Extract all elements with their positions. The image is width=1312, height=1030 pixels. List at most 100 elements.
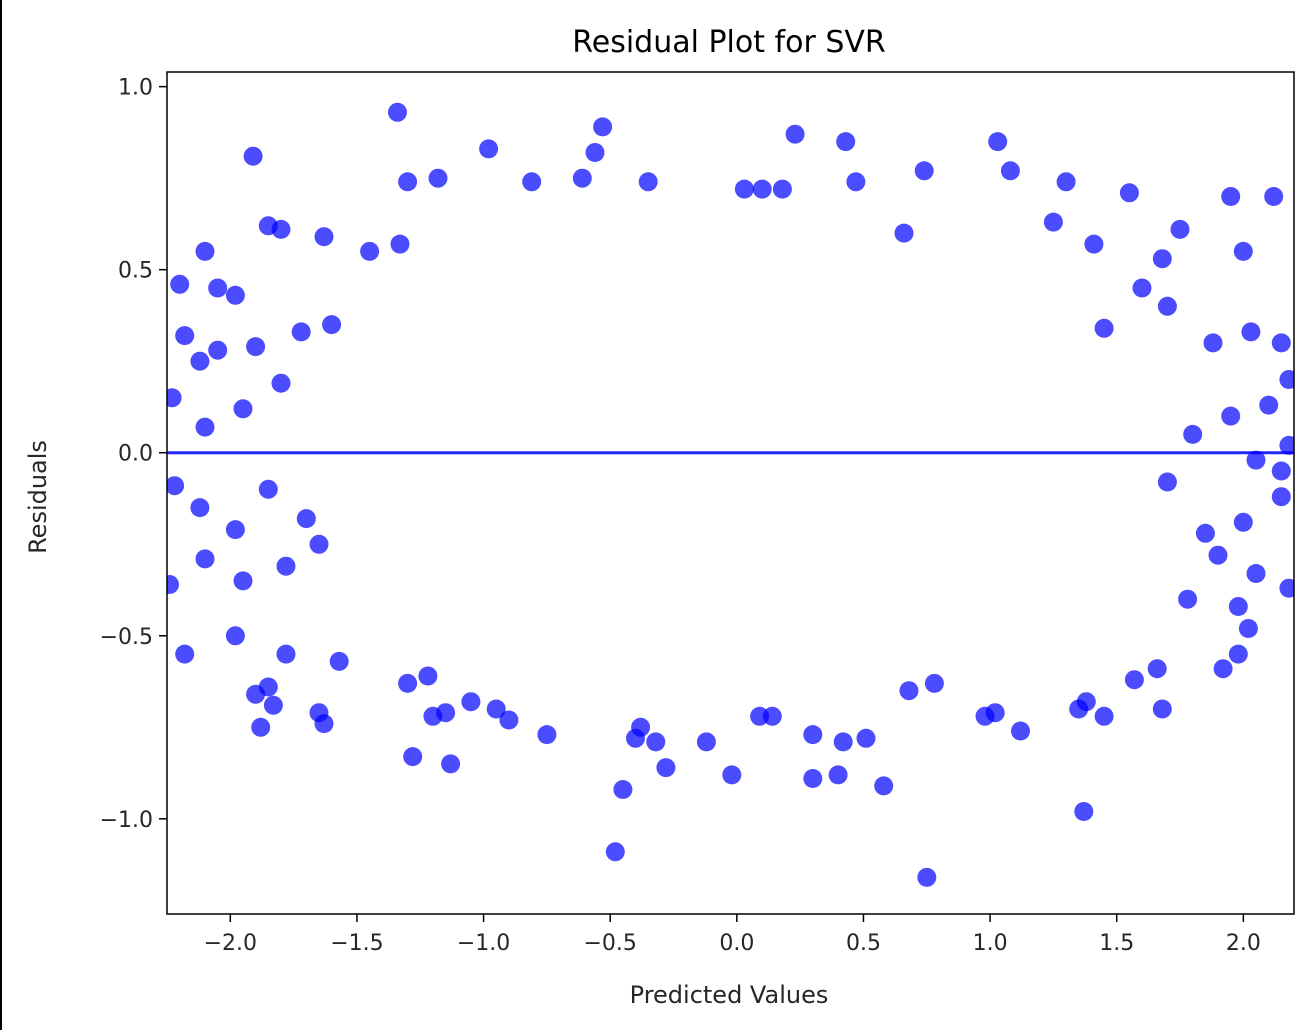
data-point: [1178, 589, 1198, 609]
data-point: [309, 534, 329, 554]
data-point: [836, 132, 856, 152]
data-point: [1076, 692, 1096, 712]
data-point: [1195, 523, 1215, 543]
data-point: [1271, 487, 1291, 507]
x-tick-label: 0.0: [719, 931, 754, 956]
data-point: [314, 714, 334, 734]
data-point: [593, 117, 613, 137]
data-point: [190, 351, 210, 371]
data-point: [258, 479, 278, 499]
data-point: [225, 626, 245, 646]
data-point: [656, 758, 676, 778]
data-point: [572, 168, 592, 188]
data-point: [1213, 659, 1233, 679]
data-point: [1152, 699, 1172, 719]
data-point: [271, 219, 291, 239]
data-point: [772, 179, 792, 199]
y-tick-label: −1.0: [100, 808, 153, 833]
data-point: [486, 699, 506, 719]
data-point: [390, 234, 410, 254]
data-point: [646, 732, 666, 752]
y-axis-ticks: 1.0 0.5 0.0 −0.5 −1.0: [100, 76, 167, 833]
y-tick-label: 1.0: [118, 76, 153, 101]
x-tick-label: −1.5: [330, 931, 383, 956]
data-point: [195, 549, 215, 569]
data-point: [1147, 659, 1167, 679]
data-point: [436, 703, 456, 723]
data-point: [638, 172, 658, 192]
data-point: [1119, 183, 1139, 203]
data-point: [1074, 802, 1094, 821]
data-point: [613, 780, 633, 799]
data-point: [428, 168, 448, 188]
data-point: [271, 373, 291, 393]
data-point: [322, 315, 342, 335]
data-point: [917, 867, 937, 887]
data-point: [1246, 450, 1266, 470]
data-point: [360, 241, 380, 261]
data-point: [167, 476, 185, 496]
data-points-layer: [167, 102, 1294, 887]
data-point: [167, 388, 182, 408]
data-point: [1221, 406, 1241, 426]
data-point: [251, 717, 271, 737]
data-point: [988, 132, 1008, 152]
data-point: [585, 143, 605, 162]
data-point: [1157, 472, 1177, 492]
data-point: [1000, 161, 1020, 181]
data-point: [175, 326, 195, 346]
data-point: [195, 241, 215, 261]
data-point: [1246, 564, 1266, 583]
data-point: [418, 666, 438, 686]
data-point: [785, 124, 805, 144]
data-point: [1279, 435, 1294, 455]
data-point: [1279, 578, 1294, 598]
data-point: [398, 172, 418, 192]
y-axis-label: Residuals: [24, 440, 52, 554]
data-point: [631, 717, 651, 737]
data-point: [296, 509, 316, 529]
data-point: [208, 340, 228, 360]
data-point: [243, 146, 263, 166]
data-point: [233, 571, 253, 591]
x-tick-label: −1.0: [457, 931, 510, 956]
data-point: [461, 692, 481, 712]
plot-frame: [166, 71, 1295, 915]
data-point: [874, 776, 894, 796]
data-point: [403, 747, 423, 767]
data-point: [329, 651, 349, 671]
data-point: [441, 754, 461, 774]
data-point: [1264, 187, 1284, 206]
data-point: [914, 161, 934, 181]
y-tick-label: 0.5: [118, 259, 153, 284]
data-point: [803, 725, 823, 745]
data-point: [208, 278, 228, 298]
data-point: [1011, 721, 1030, 741]
data-point: [1279, 370, 1294, 389]
data-point: [734, 179, 754, 199]
data-point: [537, 725, 557, 745]
data-point: [899, 681, 919, 701]
data-point: [388, 102, 407, 122]
y-tick-label: 0.0: [118, 442, 153, 467]
data-point: [1183, 424, 1203, 444]
data-point: [828, 765, 848, 785]
data-point: [1259, 395, 1279, 415]
data-point: [1157, 296, 1177, 316]
data-point: [1203, 333, 1223, 353]
data-point: [750, 706, 770, 726]
data-point: [1233, 241, 1253, 261]
data-point: [1228, 644, 1248, 664]
data-point: [696, 732, 716, 752]
data-point: [1084, 234, 1104, 254]
data-point: [605, 842, 625, 862]
x-tick-label: 1.0: [973, 931, 1008, 956]
y-tick-label: −0.5: [100, 625, 153, 650]
data-point: [1132, 278, 1152, 298]
data-point: [167, 575, 179, 594]
data-point: [1271, 333, 1291, 353]
data-point: [276, 644, 296, 664]
data-point: [1208, 545, 1228, 565]
data-point: [522, 172, 542, 192]
